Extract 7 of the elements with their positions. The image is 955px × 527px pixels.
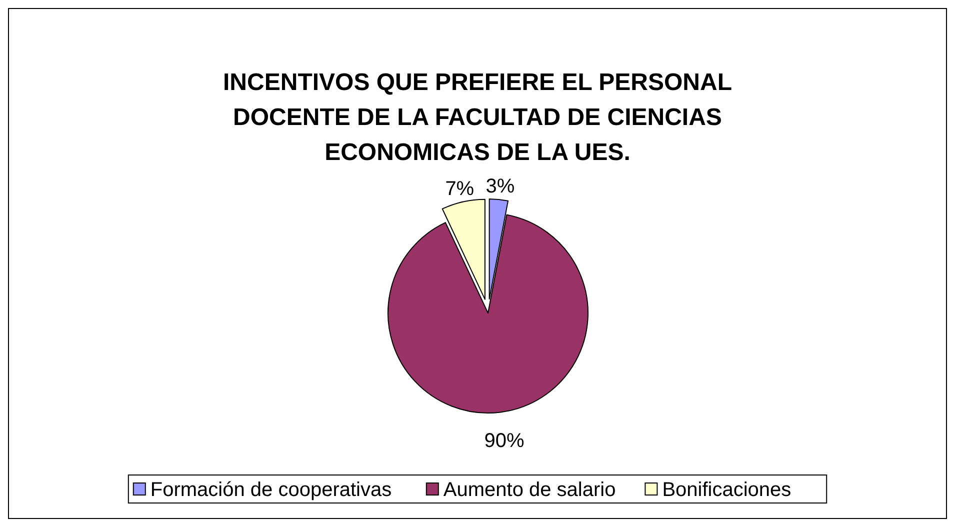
- data-label: 90%: [484, 430, 525, 452]
- legend-label: Aumento de salario: [443, 479, 616, 501]
- data-label: 7%: [445, 178, 474, 200]
- legend-label: Formación de cooperativas: [150, 479, 392, 501]
- legend-label: Bonificaciones: [662, 479, 792, 501]
- chart-title: INCENTIVOS QUE PREFIERE EL PERSONAL DOCENTE DE LA FACULTAD DE CIENCIAS ECONOMICAS DE LA UES.: [223, 69, 732, 166]
- data-label: 3%: [486, 176, 515, 198]
